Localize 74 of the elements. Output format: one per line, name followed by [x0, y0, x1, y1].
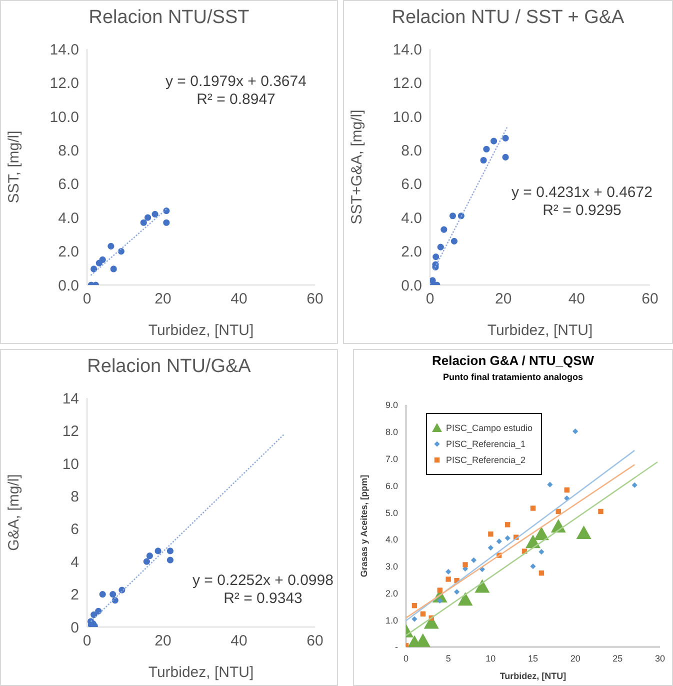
legend-label: PISC_Campo estudio: [446, 423, 533, 433]
x-axis-title: Turbidez, [NTU]: [487, 322, 593, 339]
x-tick-label: 40: [230, 632, 248, 650]
y-tick-label: 7.0: [385, 454, 398, 464]
x-tick-label: 20: [570, 653, 580, 664]
y-tick-label: 0.0: [401, 277, 422, 294]
annotation: y = 0.1979x + 0.3674: [164, 73, 308, 91]
y-tick-label: 2.0: [401, 244, 422, 261]
y-axis-title: G&A, [mg/l]: [5, 474, 22, 551]
y-axis-title: SST+G&A, [mg/l]: [348, 110, 366, 224]
chart-title: Relacion G&A / NTU_QSW: [430, 353, 596, 369]
y-tick-label: 3.0: [385, 562, 398, 572]
y-tick-label: 4.0: [385, 534, 398, 545]
x-tick-label: 20: [154, 290, 172, 308]
y-tick-label: 6.0: [58, 176, 79, 194]
annotation: R² = 0.9295: [542, 202, 622, 220]
x-axis-title: Turbidez, [NTU]: [148, 664, 254, 681]
annotation: R² = 0.9343: [222, 590, 304, 608]
y-tick-label: -: [395, 642, 398, 652]
x-tick-label: 60: [642, 290, 658, 308]
y-tick-label: 12.0: [50, 75, 79, 92]
y-tick-label: 2.0: [58, 244, 79, 261]
x-tick-label: 20: [494, 290, 512, 308]
y-axis-title: Grasas y Aceites, [ppm]: [359, 474, 370, 578]
x-tick-label: 25: [612, 653, 623, 664]
x-axis-title: Turbidez, [NTU]: [500, 671, 566, 681]
x-tick-label: 0: [82, 632, 92, 650]
y-tick-label: 12.0: [392, 75, 422, 92]
x-tick-label: 40: [230, 290, 248, 308]
y-tick-label: 4.0: [58, 210, 79, 227]
y-tick-label: 14.0: [50, 41, 79, 58]
x-tick-label: 15: [528, 653, 538, 664]
chart-title: Relacion NTU / SST + G&A: [390, 7, 626, 29]
annotation: y = 0.2252x + 0.0998: [192, 572, 334, 589]
y-tick-label: 10.0: [50, 108, 79, 126]
y-tick-label: 2.0: [385, 588, 398, 598]
x-tick-label: 10: [486, 653, 496, 664]
y-tick-label: 8.0: [401, 142, 422, 160]
x-tick-label: 40: [568, 290, 586, 308]
chart-subtitle: Punto final tratamiento analogos: [442, 372, 584, 382]
x-axis-title: Turbidez, [NTU]: [148, 322, 254, 339]
y-tick-label: 6.0: [401, 176, 422, 194]
y-tick-label: 12: [62, 423, 79, 440]
x-tick-label: 60: [306, 632, 324, 650]
annotation: y = 0.4231x + 0.4672: [510, 184, 654, 202]
y-tick-label: 14: [62, 390, 79, 408]
y-tick-label: 4: [70, 554, 79, 571]
y-tick-label: 1.0: [385, 615, 398, 626]
y-axis-title: SST, [mg/l]: [5, 130, 22, 204]
y-tick-label: 4.0: [401, 210, 422, 227]
chart-title: Relacion NTU/SST: [88, 7, 250, 29]
y-tick-label: 5.0: [385, 508, 398, 518]
x-tick-label: 0: [426, 290, 434, 308]
y-tick-label: 10: [62, 456, 79, 473]
chart-title: Relacion NTU/G&A: [86, 356, 252, 378]
y-tick-label: 6.0: [385, 480, 398, 491]
y-tick-label: 8.0: [58, 142, 79, 160]
y-tick-label: 9.0: [385, 400, 398, 410]
x-tick-label: 60: [306, 290, 324, 308]
legend-label: PISC_Referencia_1: [446, 439, 526, 449]
x-tick-label: 20: [154, 632, 172, 650]
annotation: R² = 0.8947: [196, 91, 276, 109]
y-tick-label: 10.0: [392, 108, 422, 126]
y-tick-label: 14.0: [392, 41, 422, 58]
y-tick-label: 6: [70, 521, 79, 538]
y-tick-label: 0.0: [58, 277, 79, 294]
x-tick-label: 0: [82, 290, 92, 308]
x-tick-label: 30: [654, 653, 666, 664]
y-tick-label: 8: [70, 488, 79, 506]
y-tick-label: 8.0: [385, 427, 398, 438]
y-tick-label: 0: [70, 619, 79, 636]
legend-label: PISC_Referencia_2: [446, 455, 526, 465]
y-tick-label: 2: [70, 586, 79, 604]
x-tick-label: 5: [446, 653, 451, 664]
